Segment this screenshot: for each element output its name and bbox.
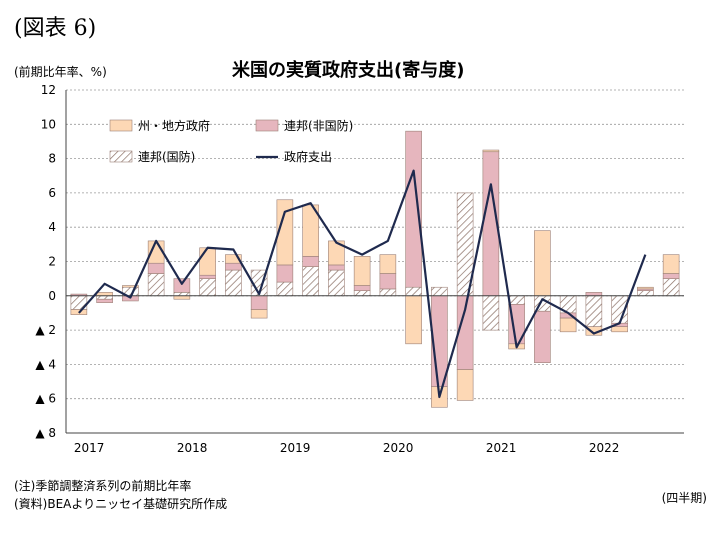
bar-state-local	[379, 254, 397, 274]
bar-federal-defense	[173, 292, 191, 297]
bar-state-local	[353, 256, 371, 286]
bar-federal-nondefense	[225, 262, 242, 271]
x-tick-labels: 2017 2018 2019 2020 2021 2022	[74, 441, 620, 455]
bar-federal-defense	[405, 286, 422, 297]
y-tick-label: ▲ 6	[35, 392, 56, 406]
x-tick-label: 2017	[74, 441, 105, 455]
y-tick-label: 4	[48, 220, 56, 234]
bar-federal-nondefense	[328, 264, 345, 271]
bar-state-local	[559, 317, 577, 333]
bar-federal-nondefense	[662, 273, 680, 279]
y-tick-labels: 12 10 8 6 4 2 0 ▲ 2 ▲ 4 ▲ 6 ▲ 8	[35, 83, 56, 440]
legend-swatch-state-local	[109, 119, 133, 132]
bar-federal-defense	[302, 266, 319, 297]
y-tick-label: ▲ 8	[35, 426, 56, 440]
bar-state-local	[199, 247, 216, 276]
y-tick-label: ▲ 4	[35, 357, 56, 371]
x-tick-label: 2018	[177, 441, 208, 455]
bar-federal-defense	[353, 290, 371, 297]
figure-label: (図表 6)	[14, 16, 97, 41]
bar-federal-defense	[482, 295, 500, 331]
bar-state-local	[173, 295, 191, 300]
bar-federal-defense	[431, 286, 448, 297]
bar-federal-defense	[225, 269, 242, 297]
y-tick-label: 8	[48, 152, 56, 166]
bar-federal-defense	[147, 273, 165, 297]
legend-label-federal-nondefense: 連邦(非国防)	[284, 118, 353, 133]
bar-federal-defense	[96, 295, 113, 300]
x-tick-label: 2020	[383, 441, 414, 455]
bar-state-local	[534, 230, 551, 297]
bar-state-local	[225, 254, 242, 264]
chart-title: 米国の実質政府支出(寄与度)	[232, 60, 465, 81]
y-tick-label: 12	[41, 83, 56, 97]
x-tick-label: 2021	[486, 441, 517, 455]
x-tick-label: 2019	[280, 441, 311, 455]
bar-federal-nondefense	[585, 292, 603, 297]
x-tick-label: 2022	[589, 441, 620, 455]
bar-state-local	[611, 326, 628, 333]
bar-state-local	[96, 292, 113, 297]
y-tick-label: 2	[48, 255, 56, 269]
bar-federal-nondefense	[379, 273, 397, 290]
bar-federal-nondefense	[276, 264, 294, 283]
bar-federal-nondefense	[173, 278, 191, 293]
bar-state-local	[482, 149, 500, 153]
bar-federal-defense	[662, 278, 680, 297]
legend-swatch-federal-defense	[109, 150, 133, 163]
bar-state-local	[456, 369, 474, 401]
bar-federal-nondefense	[405, 130, 422, 288]
bar-state-local	[122, 285, 139, 288]
bar-federal-nondefense	[250, 295, 268, 310]
y-tick-label: ▲ 2	[35, 323, 56, 337]
bar-federal-defense	[328, 269, 345, 297]
bars	[70, 130, 680, 408]
bar-federal-defense	[508, 295, 525, 305]
legend-swatch-federal-nondefense	[255, 119, 279, 132]
footnote-source: (資料)BEAよりニッセイ基礎研究所作成	[14, 497, 228, 511]
bar-federal-nondefense	[353, 285, 371, 291]
bar-state-local	[662, 254, 680, 274]
bar-state-local	[250, 309, 268, 319]
y-tick-label: 10	[41, 117, 56, 131]
bar-state-local	[405, 295, 422, 345]
bar-federal-nondefense	[199, 274, 216, 279]
total-spending-line	[78, 169, 647, 399]
bar-federal-defense	[276, 281, 294, 297]
bar-federal-nondefense	[302, 256, 319, 267]
bar-state-local	[276, 199, 294, 266]
y-tick-label: 6	[48, 186, 56, 200]
bar-federal-defense	[199, 278, 216, 297]
bar-federal-nondefense	[534, 310, 551, 363]
footnote-note: (注)季節調整済系列の前期比年率	[14, 479, 192, 493]
x-axis-period-label: (四半期)	[661, 491, 707, 505]
y-axis-unit-label: (前期比年率、%)	[14, 65, 107, 79]
bar-federal-defense	[637, 290, 654, 297]
y-tick-label: 0	[48, 289, 56, 303]
legend: 州・地方政府 連邦(非国防) 連邦(国防) 政府支出	[109, 118, 353, 164]
bar-state-local	[637, 286, 654, 290]
bar-federal-nondefense	[147, 262, 165, 274]
legend-label-state-local: 州・地方政府	[138, 118, 210, 133]
legend-label-federal-defense: 連邦(国防)	[138, 149, 195, 164]
bar-federal-defense	[585, 295, 603, 327]
bar-federal-nondefense	[96, 298, 113, 303]
bar-federal-defense	[379, 288, 397, 297]
legend-label-total: 政府支出	[284, 149, 332, 164]
